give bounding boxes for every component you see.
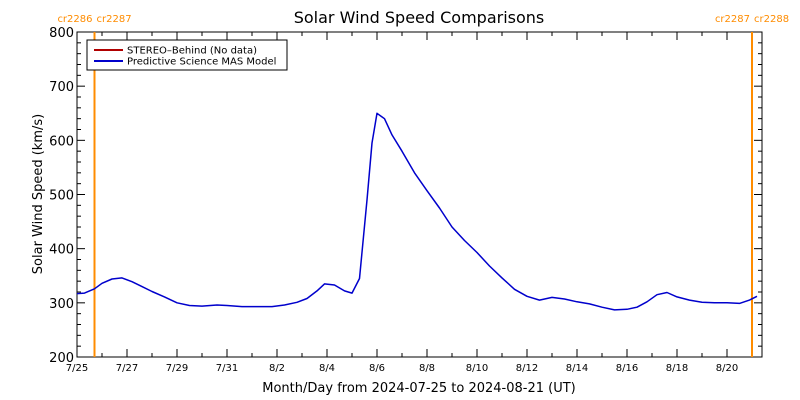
y-axis-label: Solar Wind Speed (km/s)	[31, 114, 46, 274]
x-tick-label: 8/10	[466, 363, 488, 374]
y-tick-label: 600	[49, 134, 74, 149]
legend: STEREO–Behind (No data)Predictive Scienc…	[86, 39, 288, 71]
x-tick-label: 8/18	[666, 363, 688, 374]
legend-box	[86, 39, 288, 71]
x-tick-label: 8/14	[566, 363, 588, 374]
carrington-label: cr2287	[97, 14, 132, 25]
x-tick-label: 8/16	[616, 363, 638, 374]
x-tick-label: 8/2	[269, 363, 285, 374]
x-tick-label: 7/29	[166, 363, 188, 374]
y-tick-label: 500	[49, 189, 74, 204]
plot-area: 200 300 400 500 600 700 800 7/25 7/27 7/29 7/31 8/2…	[49, 14, 789, 374]
y-tick-label: 300	[49, 297, 74, 312]
x-tick-label: 7/27	[116, 363, 138, 374]
legend-label: STEREO–Behind (No data)	[127, 46, 257, 57]
carrington-label: cr2286	[57, 14, 92, 25]
x-tick-label: 8/20	[716, 363, 738, 374]
x-tick-label: 7/25	[66, 363, 88, 374]
carrington-label: cr2288	[754, 14, 789, 25]
carrington-label: cr2287	[715, 14, 750, 25]
y-tick-label: 800	[49, 26, 74, 41]
x-tick-label: 8/6	[369, 363, 385, 374]
x-tick-label: 8/12	[516, 363, 538, 374]
series-line	[76, 112, 758, 311]
x-tick-label: 8/4	[319, 363, 335, 374]
x-tick-label: 7/31	[216, 363, 238, 374]
legend-label: Predictive Science MAS Model	[127, 57, 276, 68]
y-tick-label: 200	[49, 351, 74, 366]
x-axis-label: Month/Day from 2024-07-25 to 2024-08-21 …	[262, 381, 575, 396]
y-tick-label: 400	[49, 243, 74, 258]
plot-frame	[76, 31, 763, 358]
chart-title: Solar Wind Speed Comparisons	[294, 8, 545, 27]
x-tick-label: 8/8	[419, 363, 435, 374]
y-tick-label: 700	[49, 80, 74, 95]
